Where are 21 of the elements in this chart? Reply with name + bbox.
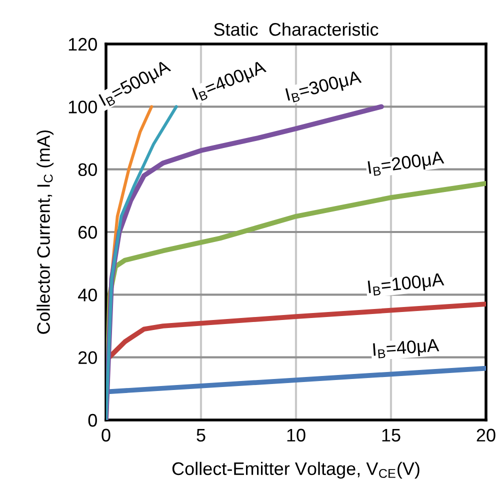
text: I$_{B}$=300μA [285, 70, 363, 104]
x-axis-title: Collect-Emitter Voltage, V$_{CE}$(V) [172, 462, 420, 479]
chart-title: Static Characteristic [214, 22, 378, 36]
y-tick-label: 100 [68, 100, 97, 114]
x-tick-label: 15 [382, 428, 400, 442]
y-axis-title: Collector Current, I$_{C}$ (mA) [36, 130, 54, 334]
text: I$_{B}$=200μA [368, 150, 445, 178]
y-tick-label: 60 [78, 226, 97, 239]
series-label: I$_{B}$=40μA [373, 338, 440, 360]
y-tick-label: 120 [68, 38, 97, 51]
x-tick-label: 5 [196, 428, 206, 442]
x-tick-label: 20 [476, 428, 496, 442]
text: I$_{B}$=500μA [98, 59, 173, 109]
y-tick-label: 40 [78, 288, 97, 302]
text: I$_{B}$=400μA [192, 60, 268, 104]
text: I$_{B}$=100μA [368, 272, 445, 297]
x-tick-label: 10 [287, 428, 306, 442]
y-tick-label: 80 [78, 163, 97, 176]
y-tick-label: 0 [88, 414, 97, 427]
y-tick-label: 20 [78, 351, 97, 364]
x-tick-label: 0 [102, 428, 110, 442]
